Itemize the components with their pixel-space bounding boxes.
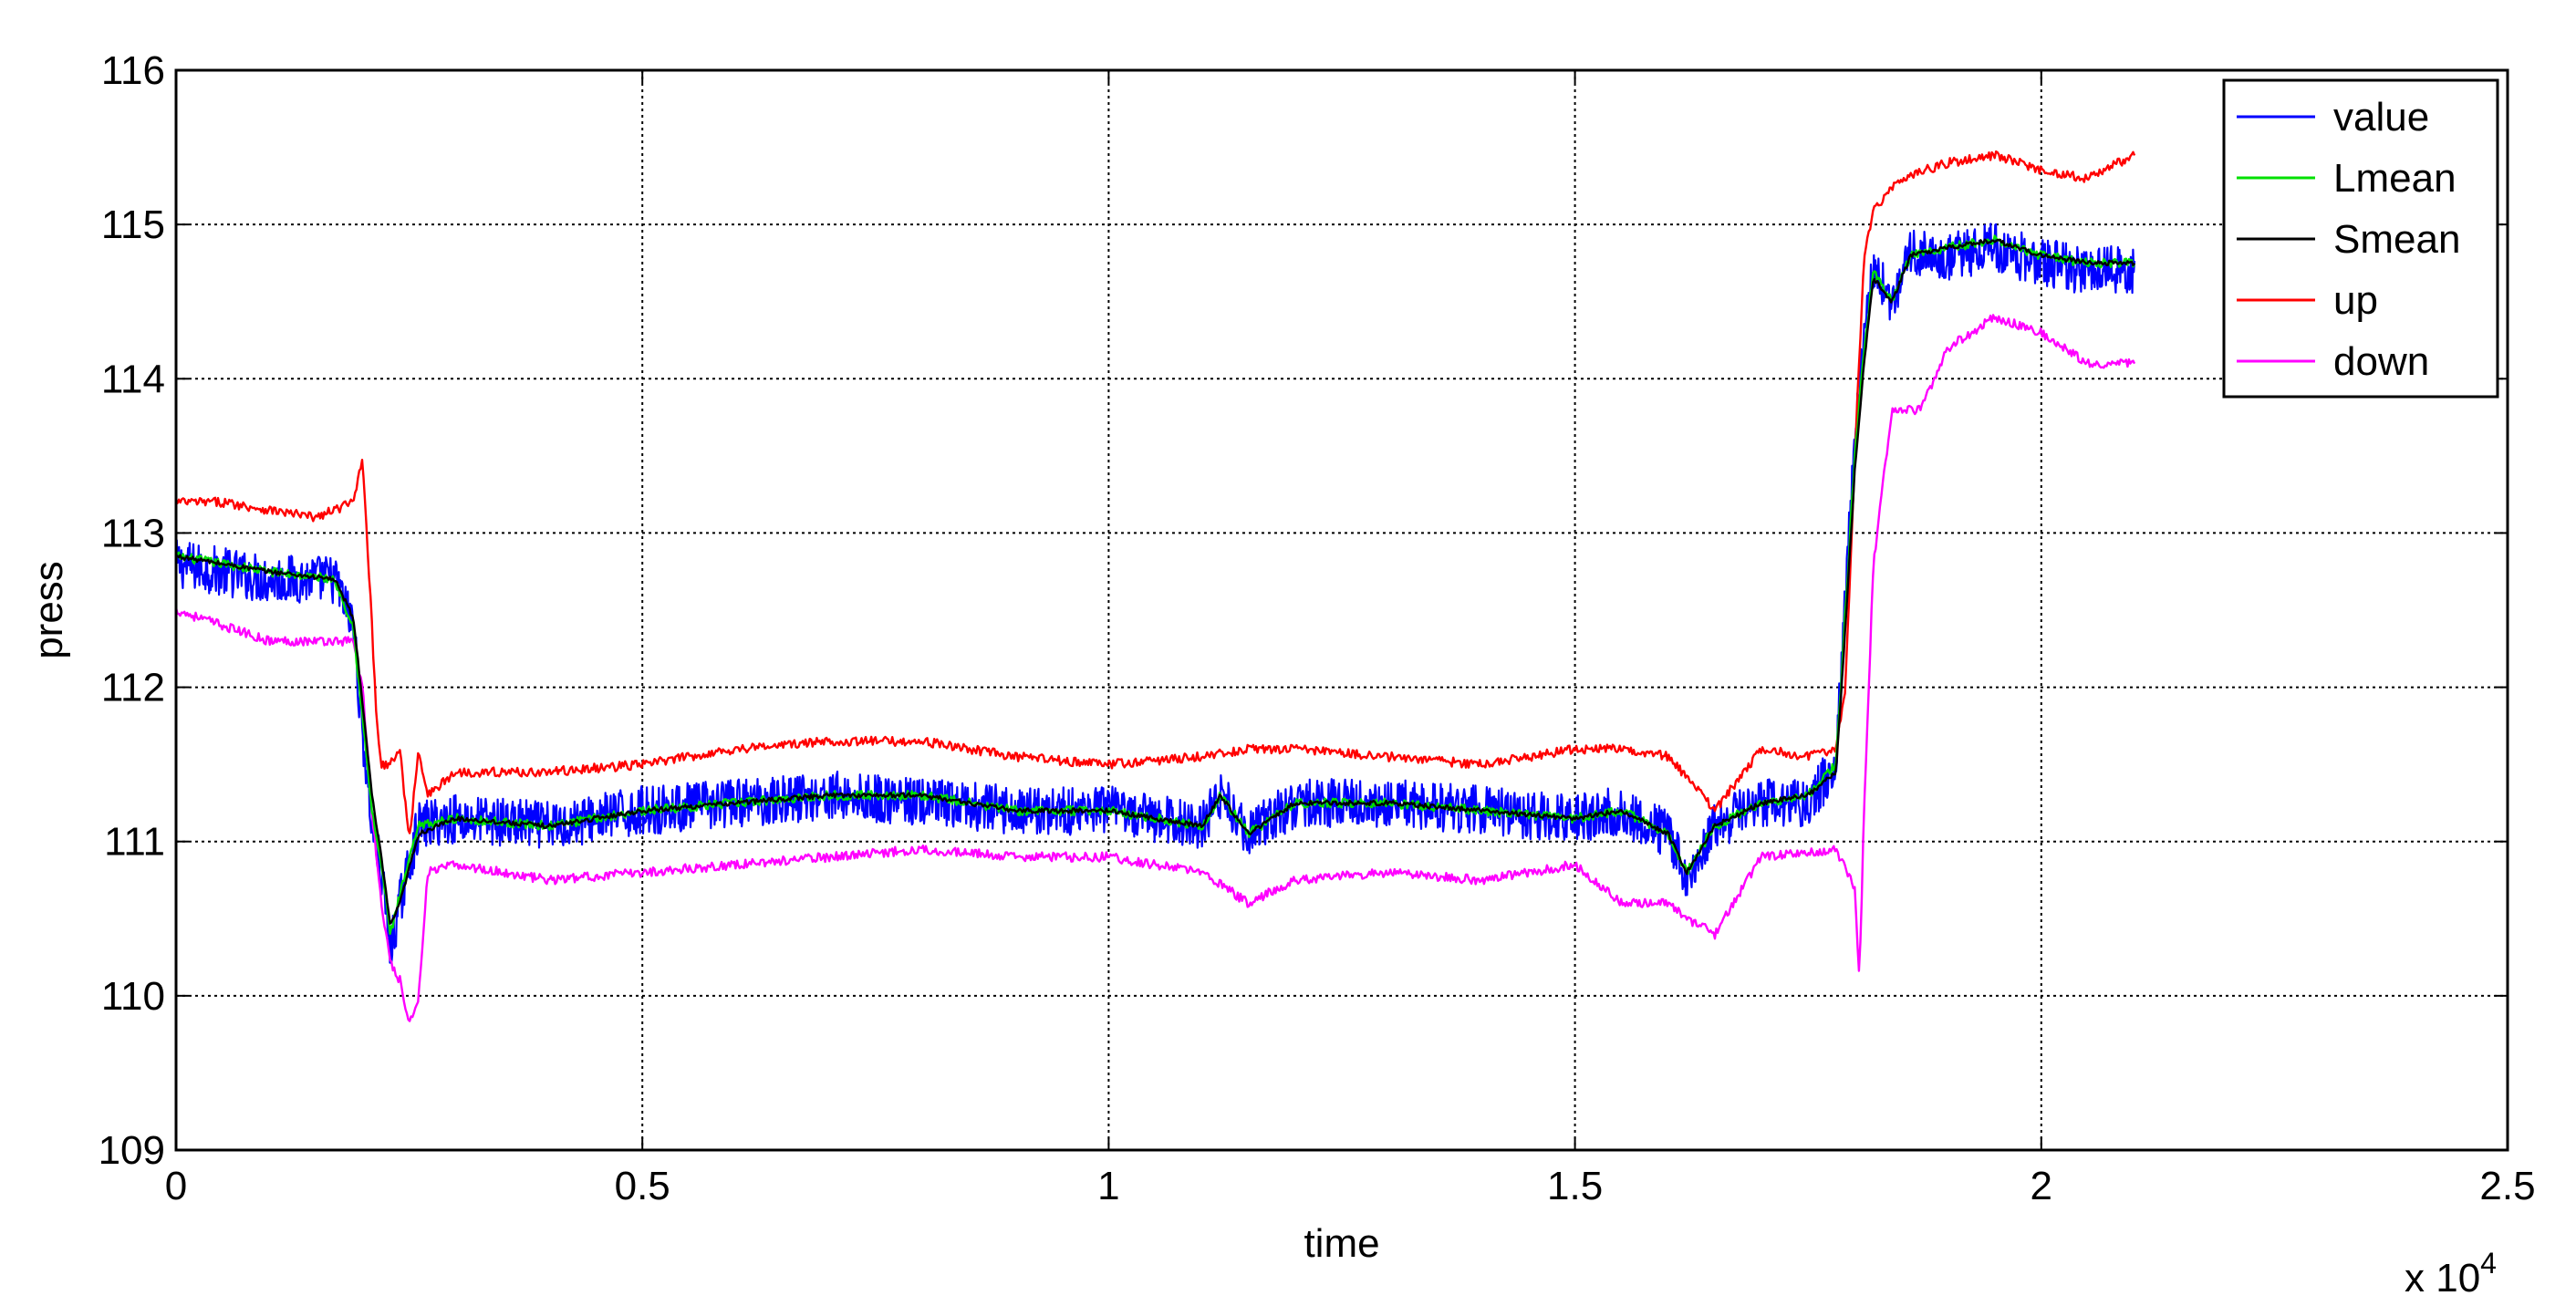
y-tick-label: 113: [101, 511, 165, 555]
legend-label-smean: Smean: [2333, 217, 2460, 262]
y-tick-label: 110: [101, 974, 165, 1019]
legend: value Lmean Smean up down: [2222, 78, 2499, 399]
series-line-up: [174, 150, 2136, 834]
y-tick-label: 115: [101, 202, 165, 247]
legend-label-lmean: Lmean: [2333, 156, 2457, 201]
plot-frame: [174, 68, 2509, 1152]
legend-label-down: down: [2333, 339, 2429, 384]
x-tick-label: 1.5: [1547, 1164, 1603, 1208]
legend-label-value: value: [2333, 95, 2429, 140]
x-tick-label: 0.5: [615, 1164, 670, 1208]
series-line-value: [174, 223, 2136, 964]
x-multiplier-exponent: 4: [2480, 1247, 2497, 1280]
x-tick-label: 1: [1097, 1164, 1119, 1208]
series-layer: [174, 150, 2136, 1022]
legend-label-up: up: [2333, 278, 2378, 323]
series-line-down: [174, 314, 2136, 1022]
y-tick-label: 116: [101, 48, 165, 93]
series-line-smean: [175, 238, 2136, 925]
y-tick-label: 112: [101, 666, 165, 710]
y-tick-label: 111: [104, 820, 165, 865]
x-tick-label: 2: [2031, 1164, 2052, 1208]
x-tick-label: 2.5: [2479, 1164, 2535, 1208]
x-axis-title: time: [1304, 1221, 1379, 1266]
ticks: [175, 69, 2508, 1151]
x-tick-label: 0: [165, 1164, 187, 1208]
y-axis-title: press: [26, 561, 71, 659]
y-tick-label: 109: [99, 1128, 165, 1173]
x-multiplier-base: x 10: [2405, 1256, 2480, 1301]
y-tick-label: 114: [101, 357, 165, 401]
x-multiplier-label: x 104: [2405, 1247, 2497, 1301]
tick-labels: 0 0.5 1 1.5 2 2.5 109 110 111 112 113 114 115 116: [99, 48, 2536, 1208]
